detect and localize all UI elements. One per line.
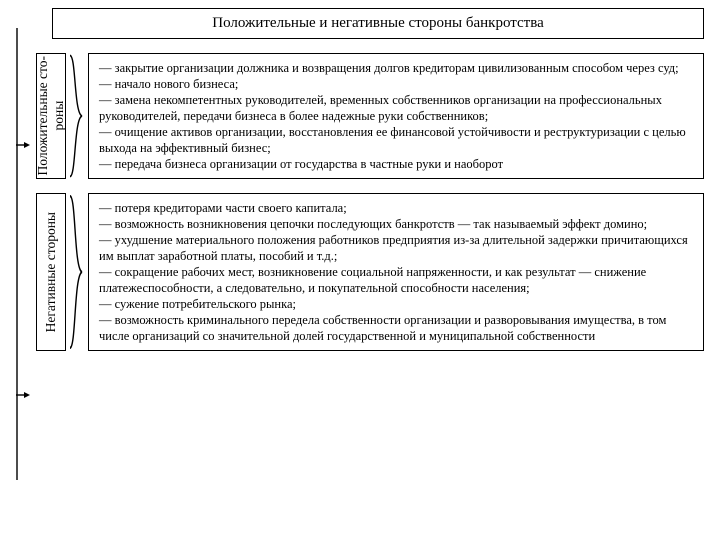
arrow-to-negative — [16, 388, 30, 400]
negative-item: — возможность возникновения цепочки посл… — [99, 216, 693, 232]
bracket-negative — [66, 193, 88, 351]
positive-item: — закрытие организации должника и возвра… — [99, 60, 693, 76]
positive-item: — начало нового бизнеса; — [99, 76, 693, 92]
negative-label-box: Негативные стороны — [36, 193, 66, 351]
positive-item: — замена некомпетентных руководителей, в… — [99, 92, 693, 124]
positive-content: — закрытие организации должника и возвра… — [88, 53, 704, 179]
negative-item: — сокращение рабочих мест, возникновение… — [99, 264, 693, 296]
title-text: Положительные и негативные стороны банкр… — [212, 15, 544, 31]
positive-item: — передача бизнеса организации от госуда… — [99, 156, 693, 172]
positive-item: — очищение активов организации, восстано… — [99, 124, 693, 156]
bracket-positive — [66, 53, 88, 179]
negative-item: — сужение потребительского рынка; — [99, 296, 693, 312]
flow-spine — [16, 28, 18, 480]
arrow-to-positive — [16, 138, 30, 150]
positive-label-box: Положительные сто- роны — [36, 53, 66, 179]
negative-item: — возможность криминального передела соб… — [99, 312, 693, 344]
positive-label: Положительные сто- роны — [35, 56, 67, 175]
section-negative: Негативные стороны — потеря кредиторами … — [36, 193, 704, 351]
diagram-title: Положительные и негативные стороны банкр… — [52, 8, 704, 39]
negative-item: — ухудшение материального положения рабо… — [99, 232, 693, 264]
negative-label: Негативные стороны — [43, 212, 59, 332]
section-positive: Положительные сто- роны — закрытие орган… — [36, 53, 704, 179]
negative-item: — потеря кредиторами части своего капита… — [99, 200, 693, 216]
negative-content: — потеря кредиторами части своего капита… — [88, 193, 704, 351]
